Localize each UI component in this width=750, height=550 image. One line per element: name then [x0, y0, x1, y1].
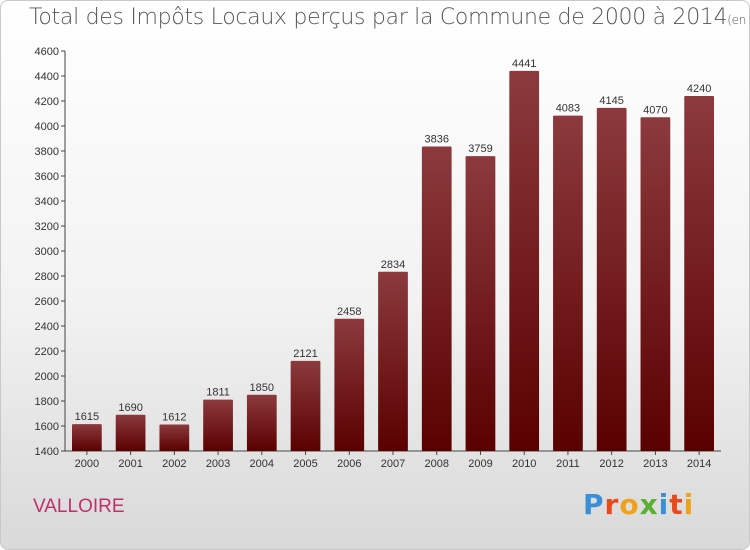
data-label-2014: 4240	[687, 83, 711, 95]
commune-name: VALLOIRE	[33, 496, 125, 517]
x-tick-label: 2004	[250, 458, 274, 470]
data-label-2013: 4070	[643, 104, 667, 116]
logo-letter: i	[683, 488, 695, 521]
chart-title-text: Total des Impôts Locaux perçus par la Co…	[29, 5, 728, 30]
data-label-2003: 1811	[206, 387, 230, 399]
chart-axes: 1400 1600 1800 2000 2200 2400 2600 2800 3000 3200…	[35, 46, 721, 470]
bar-2004	[246, 394, 277, 451]
x-tick-label: 2011	[556, 458, 580, 470]
y-tick-label: 4200	[35, 96, 59, 108]
bar-2007	[378, 271, 408, 451]
x-tick-label: 2012	[599, 458, 623, 470]
chart-data-labels: 1615 1690 1612 1811 1850 2121 2458 2834 3836 3759…	[75, 58, 712, 424]
x-tick-label: 2005	[293, 458, 317, 470]
y-tick-label: 3000	[35, 246, 59, 258]
data-label-2008: 3836	[424, 134, 448, 146]
bar-2014	[684, 96, 715, 451]
proxiti-logo: Proxiti	[583, 488, 694, 521]
logo-letter: r	[604, 488, 620, 521]
x-tick-label: 2000	[75, 458, 99, 470]
bar-2003	[203, 399, 233, 451]
x-tick-label: 2013	[643, 458, 667, 470]
x-tick-label: 2008	[424, 458, 448, 470]
y-tick-label: 2200	[35, 346, 59, 358]
y-tick-label: 1800	[35, 396, 59, 408]
y-tick-label: 1400	[35, 446, 59, 458]
data-label-2001: 1690	[118, 402, 142, 414]
data-label-2007: 2834	[381, 259, 405, 271]
bar-2001	[115, 414, 146, 451]
y-tick-label: 3200	[35, 221, 59, 233]
x-tick-label: 2002	[162, 458, 186, 470]
y-tick-label: 2400	[35, 321, 59, 333]
y-tick-label: 4400	[35, 71, 59, 83]
bar-2012	[596, 107, 627, 451]
x-tick-label: 2007	[381, 458, 405, 470]
data-label-2009: 3759	[468, 143, 492, 155]
x-tick-label: 2014	[687, 458, 711, 470]
data-label-2012: 4145	[599, 95, 623, 107]
logo-letter: P	[583, 488, 605, 521]
y-tick-label: 2000	[35, 371, 59, 383]
data-label-2000: 1615	[75, 411, 99, 423]
data-label-2006: 2458	[337, 306, 361, 318]
bar-2013	[640, 117, 671, 451]
bar-2010	[509, 70, 540, 451]
bar-2000	[71, 424, 102, 451]
x-tick-label: 2010	[512, 458, 536, 470]
y-tick-label: 2600	[35, 296, 59, 308]
bar-2005	[290, 360, 321, 451]
chart-title-unit: (en milliers d'€)	[727, 13, 749, 27]
y-tick-label: 4600	[35, 46, 59, 58]
x-tick-label: 2001	[118, 458, 142, 470]
data-label-2004: 1850	[250, 382, 274, 394]
y-tick-label: 3800	[35, 146, 59, 158]
logo-letter: i	[658, 488, 670, 521]
y-tick-label: 3600	[35, 171, 59, 183]
bar-2006	[334, 318, 365, 451]
data-label-2005: 2121	[293, 348, 317, 360]
data-label-2002: 1612	[162, 412, 186, 424]
chart-bars	[71, 70, 715, 451]
data-label-2011: 4083	[556, 103, 580, 115]
chart-title: Total des Impôts Locaux perçus par la Co…	[29, 5, 749, 30]
bar-2011	[553, 115, 583, 451]
x-tick-label: 2006	[337, 458, 361, 470]
bar-2009	[465, 156, 496, 451]
bar-2008	[421, 146, 452, 451]
bar-2002	[159, 424, 190, 451]
data-label-2010: 4441	[512, 58, 536, 70]
logo-letter: o	[619, 488, 640, 521]
y-tick-label: 2800	[35, 271, 59, 283]
logo-letter: t	[669, 488, 684, 521]
y-tick-label: 1600	[35, 421, 59, 433]
y-tick-label: 3400	[35, 196, 59, 208]
x-tick-label: 2009	[468, 458, 492, 470]
logo-letter: x	[639, 488, 659, 521]
y-tick-label: 4000	[35, 121, 59, 133]
x-tick-label: 2003	[206, 458, 230, 470]
